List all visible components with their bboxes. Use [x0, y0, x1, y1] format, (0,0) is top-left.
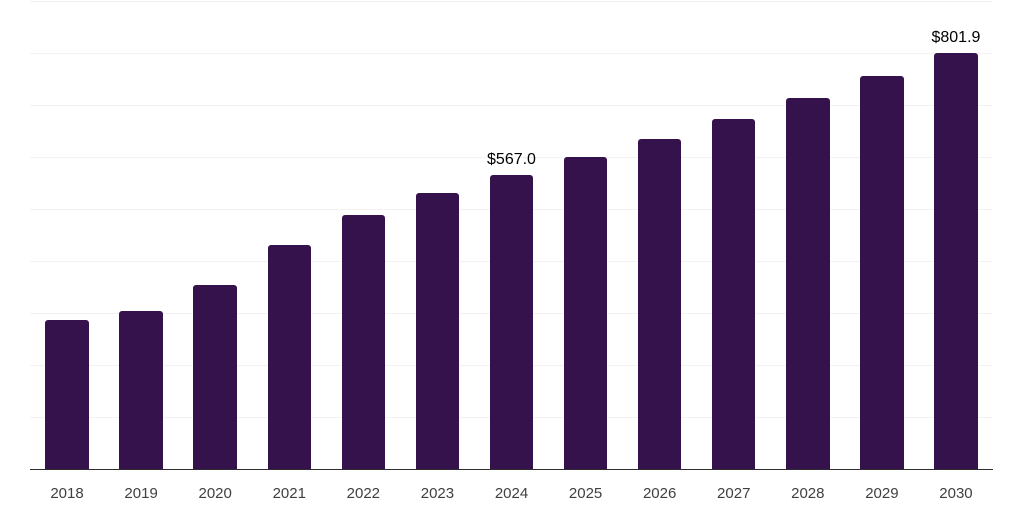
bar-2018 — [45, 320, 89, 470]
x-tick-2027: 2027 — [717, 485, 751, 502]
bar-2024 — [489, 174, 534, 470]
x-tick-2022: 2022 — [346, 485, 381, 502]
x-tick-2026: 2026 — [642, 485, 677, 502]
bar-2020 — [193, 285, 237, 470]
x-tick-2029: 2029 — [865, 485, 899, 502]
gridline-800 — [30, 52, 993, 54]
bar-2023 — [415, 192, 460, 470]
x-tick-2023: 2023 — [420, 485, 455, 502]
x-axis-line — [30, 468, 993, 470]
gridline-600 — [30, 156, 993, 158]
x-tick-2024: 2024 — [494, 485, 529, 502]
gridline-900 — [30, 0, 993, 2]
bar-2026 — [637, 138, 682, 470]
x-tick-2021: 2021 — [272, 485, 306, 502]
bar-2022 — [341, 215, 386, 470]
plot-area: $567.0 $801.9 — [30, 0, 993, 470]
x-tick-2030: 2030 — [939, 485, 973, 502]
gridline-700 — [30, 104, 993, 106]
value-label-2030: $801.9 — [931, 29, 981, 47]
x-tick-2020: 2020 — [198, 485, 232, 502]
value-label-2024: $567.0 — [487, 151, 536, 169]
x-tick-2018: 2018 — [50, 485, 84, 502]
bar-2025 — [563, 157, 608, 470]
x-tick-2025: 2025 — [568, 485, 603, 502]
bar-2019 — [119, 311, 163, 470]
bar-2030 — [934, 52, 978, 470]
bar-2027 — [711, 118, 756, 470]
bar-2029 — [860, 75, 904, 470]
bar-2028 — [786, 98, 830, 470]
x-axis-labels: 2018 2019 2020 2021 2022 2023 2024 2025 2026 2027… — [30, 485, 993, 505]
x-tick-2028: 2028 — [791, 485, 825, 502]
bar-2021 — [267, 245, 312, 470]
x-tick-2019: 2019 — [124, 485, 158, 502]
